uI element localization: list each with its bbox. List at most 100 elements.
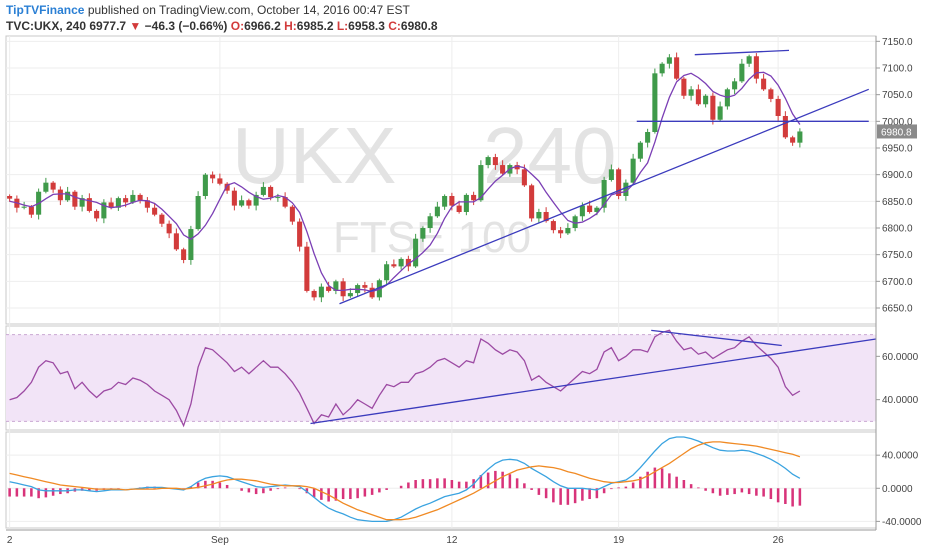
price-change: −46.3 (−0.66%) [144,19,228,33]
candle-body [72,191,78,207]
candle-body [768,89,774,99]
candle-body [137,194,143,201]
x-tick-label: 12 [446,535,458,546]
last-price: 6977.7 [89,19,127,33]
candle-body [173,233,179,250]
candle-body [645,132,651,143]
rsi-band-fill [6,334,876,422]
candle-body [413,238,419,267]
close-label: C: [388,19,401,33]
watermark-symbol: UKX [232,111,397,200]
price-tick-label: 7150.0 [882,37,913,48]
candle-body [268,186,274,198]
price-tick-label: 7050.0 [882,90,913,101]
candle-body [210,174,216,179]
candle-body [616,169,622,196]
chart-grid [5,35,877,529]
price-tick-label: 6900.0 [882,170,913,181]
candle-body [362,285,368,288]
candle-body [188,229,194,260]
candle-body [318,286,324,298]
rsi-trendline [310,338,877,425]
macd-line [9,436,801,523]
candle-body [123,198,129,203]
price-tick-label: 7000.0 [882,117,913,128]
candle-body [144,200,150,208]
candle-body [28,206,34,215]
candle-body [775,98,781,116]
candle-body [21,206,27,208]
candle-body [572,216,578,228]
candle-body [326,286,332,291]
candle-body [797,131,803,143]
candle-body [50,182,56,190]
candle-body [384,264,390,281]
candle-body [471,194,477,201]
candle-body [739,63,745,82]
candle-body [659,63,665,74]
candle-body [579,205,585,217]
candle-body [565,228,571,234]
rsi-trendline [651,329,782,347]
candle-body [594,207,600,212]
candle-body [543,212,549,222]
open-label: O: [230,19,245,33]
candle-body [558,230,564,234]
candle-body [732,81,738,90]
candle-body [289,206,295,222]
high-label: H: [284,19,297,33]
price-tick-label: 6800.0 [882,224,913,235]
candle-body [637,142,643,159]
open-value: 6966.2 [244,19,281,33]
low-value: 6958.3 [348,19,385,33]
price-trendline [339,88,869,305]
macd-tick-label: 0.0000 [882,484,913,495]
candle-body [550,221,556,231]
candle-body [282,197,288,207]
candle-body [674,57,680,79]
candle-body [746,56,752,64]
candle-body [275,197,281,199]
candle-body [398,258,404,267]
candle-body [231,190,237,206]
axis-layer: 2 Sep 12 19 26 6650.0 6700.0 6750.0 6800.0 6850.0… [6,36,922,546]
candle-body [623,182,629,196]
candle-body [500,165,506,174]
macd-tick-label: 40.0000 [882,451,919,462]
candle-body [57,189,63,201]
candle-body [652,73,658,132]
symbol-name[interactable]: TVC:UKX, 240 [6,19,87,33]
price-tick-label: 6950.0 [882,144,913,155]
candle-body [94,210,100,219]
x-tick-label: 2 [7,535,13,546]
candle-body [340,281,346,297]
candle-body [152,207,158,215]
candle-body [405,258,411,267]
candle-body [43,182,49,192]
x-tick-label: 19 [613,535,625,546]
brand-link[interactable]: TipTVFinance [6,3,85,17]
candle-body [420,228,426,239]
candle-body [761,78,767,90]
rsi-tick-label: 60.0000 [882,352,919,363]
candle-body [369,287,375,298]
candle-body [587,205,593,212]
x-tick-label: Sep [211,535,229,546]
candle-body [260,186,266,195]
candle-body [79,198,85,207]
candle-body [703,95,709,105]
candle-body [601,180,607,208]
candle-body [666,57,672,64]
candle-body [710,95,716,120]
candle-body [86,198,92,211]
moving-average-line [9,71,801,293]
candle-body [463,194,469,212]
plot-layer [7,49,877,523]
candle-body [304,246,310,291]
candle-body [717,106,723,120]
x-tick-label: 26 [773,535,785,546]
candle-body [514,165,520,170]
candle-body [130,194,136,203]
